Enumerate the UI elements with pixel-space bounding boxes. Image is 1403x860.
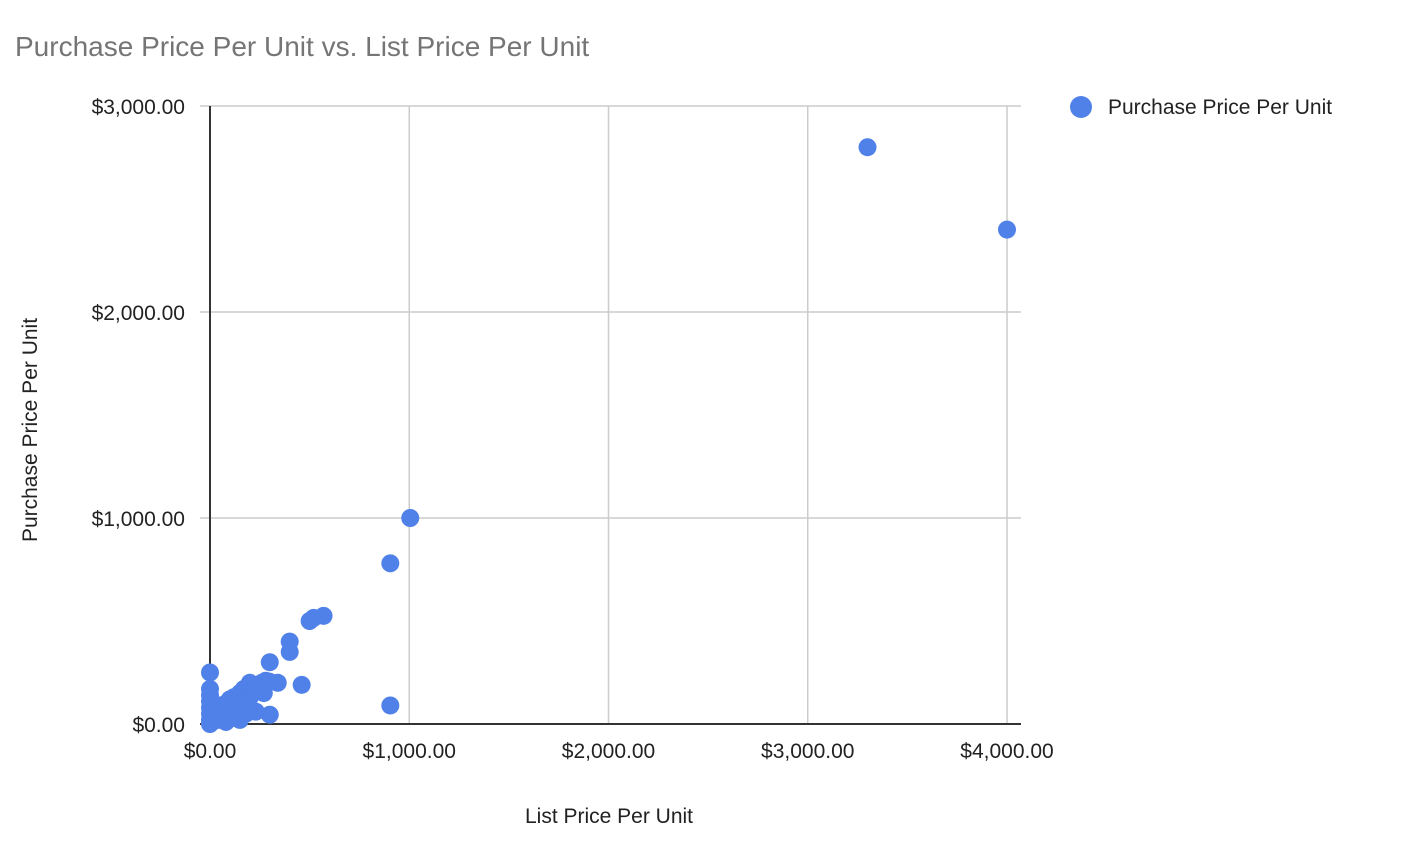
legend-label: Purchase Price Per Unit	[1108, 96, 1332, 119]
gridlines	[200, 105, 1021, 724]
x-tick-label: $0.00	[184, 740, 237, 763]
y-tick-label: $0.00	[132, 714, 185, 737]
legend-marker	[1070, 96, 1092, 118]
data-point	[381, 696, 400, 715]
data-point	[292, 675, 311, 694]
data-point	[260, 705, 279, 724]
x-tick-label: $1,000.00	[363, 740, 456, 763]
data-point	[280, 642, 299, 661]
data-point	[998, 220, 1016, 239]
data-point	[201, 663, 219, 682]
y-axis-label: Purchase Price Per Unit	[19, 318, 42, 542]
data-point	[858, 138, 877, 157]
chart-title: Purchase Price Per Unit vs. List Price P…	[15, 31, 589, 62]
data-point	[246, 702, 265, 721]
data-point	[208, 710, 227, 729]
data-points	[201, 138, 1016, 733]
data-point	[260, 672, 279, 691]
data-point	[401, 509, 420, 527]
data-point	[260, 653, 279, 672]
y-tick-label: $1,000.00	[92, 508, 185, 531]
y-tick-label: $2,000.00	[92, 302, 185, 325]
x-tick-label: $3,000.00	[761, 740, 854, 763]
legend: Purchase Price Per Unit	[1070, 96, 1332, 119]
data-point	[381, 554, 400, 573]
data-point	[230, 710, 249, 729]
axes	[200, 106, 1021, 725]
y-tick-label: $3,000.00	[92, 96, 185, 119]
x-tick-label: $2,000.00	[562, 740, 655, 763]
tick-labels: $0.00 $1,000.00 $2,000.00 $3,000.00 $0.00 $1,…	[92, 96, 1054, 763]
data-point	[300, 612, 319, 630]
x-axis-label: List Price Per Unit	[525, 805, 693, 828]
x-tick-label: $4,000.00	[960, 740, 1053, 763]
